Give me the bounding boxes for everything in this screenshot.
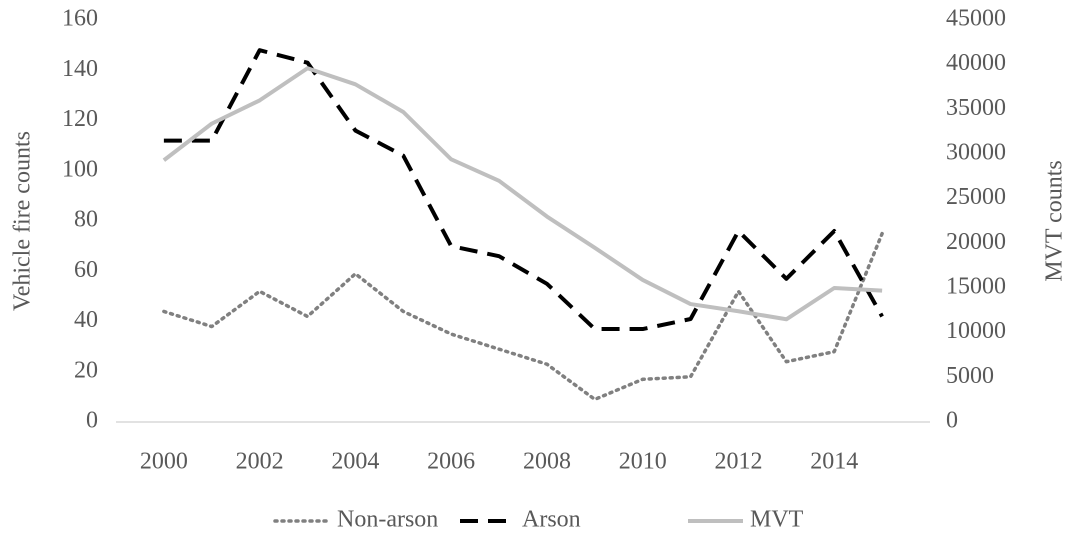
- legend-label: Non-arson: [337, 507, 438, 533]
- series-line: [162, 231, 884, 402]
- y2-tick-label: 0: [946, 408, 958, 434]
- x-tick-label: 2008: [523, 449, 571, 475]
- series-line: [162, 66, 883, 322]
- x-tick-label: 2012: [714, 449, 762, 475]
- series-line: [163, 48, 884, 332]
- y-axis-title: Vehicle fire counts: [10, 131, 36, 311]
- x-tick-label: 2010: [619, 449, 667, 475]
- x-tick-label: 2004: [331, 449, 379, 475]
- y2-axis-title: MVT counts: [1042, 160, 1068, 282]
- y-tick-label: 20: [74, 357, 98, 383]
- y-tick-label: 0: [86, 408, 98, 434]
- y2-tick-label: 25000: [946, 184, 1006, 210]
- y2-tick-label: 5000: [946, 363, 994, 389]
- y2-tick-label: 30000: [946, 140, 1006, 166]
- y-tick-label: 80: [74, 207, 98, 233]
- y-tick-label: 160: [62, 6, 98, 32]
- y-tick-label: 120: [62, 106, 98, 132]
- x-tick-label: 2006: [427, 449, 475, 475]
- y2-tick-label: 45000: [946, 6, 1006, 32]
- y-tick-label: 60: [74, 257, 98, 283]
- y-tick-label: 40: [74, 307, 98, 333]
- x-tick-label: 2000: [140, 449, 188, 475]
- legend-label: MVT: [750, 507, 804, 533]
- y2-tick-label: 15000: [946, 274, 1006, 300]
- y2-tick-label: 35000: [946, 95, 1006, 121]
- y2-tick-label: 20000: [946, 229, 1006, 255]
- y-tick-label: 100: [62, 156, 98, 182]
- y-tick-label: 140: [62, 56, 98, 82]
- y2-tick-label: 10000: [946, 318, 1006, 344]
- legend-label: Arson: [522, 507, 581, 533]
- x-tick-label: 2014: [810, 449, 858, 475]
- x-tick-label: 2002: [236, 449, 284, 475]
- y2-tick-label: 40000: [946, 50, 1006, 76]
